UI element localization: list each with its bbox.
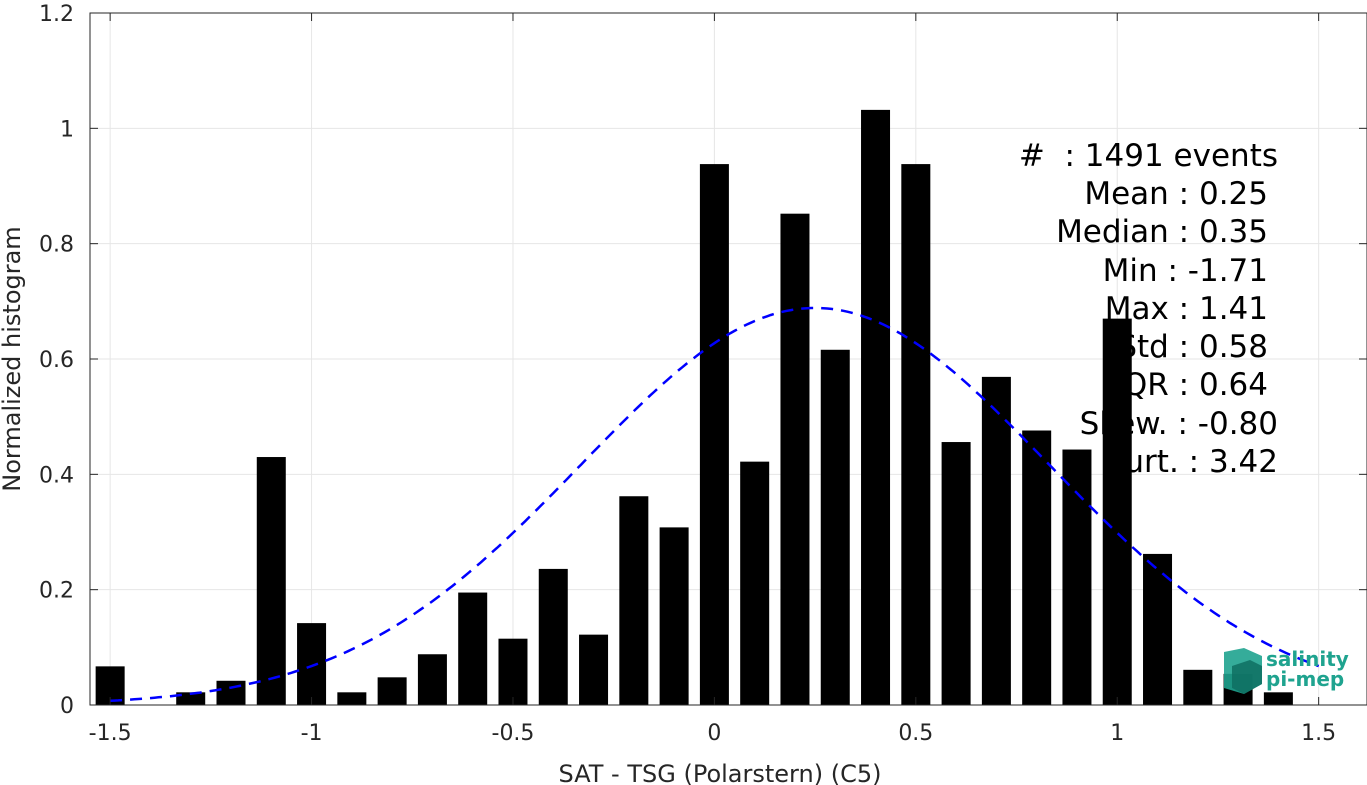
stats-count: # : 1491 events [1019, 138, 1278, 174]
histogram-bar [941, 442, 971, 705]
x-tick-label: -1 [301, 721, 323, 746]
histogram-bar [458, 592, 488, 705]
histogram-bar [861, 109, 891, 705]
histogram-bar [820, 349, 850, 705]
y-tick-label: 1.2 [39, 2, 74, 27]
stats-max: Max : 1.41 [1105, 291, 1268, 327]
x-tick-label: 1.5 [1301, 721, 1336, 746]
histogram-bar [216, 680, 246, 705]
axis-ticks: -1.5 -1 -0.5 0 0.5 1 1.5 0 0.2 0.4 0.6 0.8 1 1.2 [39, 2, 1367, 746]
histogram-bar [699, 164, 729, 705]
logo-line1: salinity [1266, 647, 1349, 671]
stats-std: Std : 0.58 [1117, 329, 1268, 365]
histogram-bar [1183, 669, 1213, 705]
normal-fit-curve [110, 306, 1320, 703]
histogram-bar [1062, 449, 1092, 705]
y-tick-label: 0.8 [39, 233, 74, 258]
y-axis-label: Normalized histogram [0, 226, 26, 491]
x-axis-label: SAT - TSG (Polarstern) (C5) [559, 760, 882, 785]
logo-mark-shade-icon [1232, 660, 1262, 694]
x-tick-label: 0 [707, 721, 721, 746]
logo-line2: pi-mep [1266, 667, 1344, 691]
histogram-bar [981, 376, 1011, 705]
salinity-pimep-logo: salinity pi-mep [1224, 647, 1349, 694]
x-tick-label: 1 [1110, 721, 1124, 746]
histogram-bar [901, 164, 931, 705]
y-tick-label: 0.2 [39, 579, 74, 604]
histogram-bar [619, 496, 649, 705]
histogram-bar [780, 213, 810, 705]
stats-median: Median : 0.35 [1056, 214, 1268, 250]
histogram-bar [297, 623, 327, 705]
stats-kurt: Kurt. : 3.42 [1106, 444, 1278, 480]
histogram-bar [176, 692, 206, 705]
histogram-bar [538, 568, 568, 705]
histogram-bar [498, 638, 528, 705]
x-tick-label: 0.5 [898, 721, 933, 746]
histogram-bar [1143, 553, 1173, 705]
histogram-bar [417, 654, 447, 705]
y-tick-label: 1 [60, 117, 74, 142]
histogram-bar [1263, 692, 1293, 705]
x-tick-label: -0.5 [492, 721, 535, 746]
histogram-bar [740, 461, 770, 705]
stats-skew: Skew. : -0.80 [1080, 406, 1278, 442]
y-tick-label: 0 [60, 694, 74, 719]
histogram-bar [579, 634, 609, 705]
stats-min: Min : -1.71 [1103, 253, 1268, 289]
histogram-bar [377, 677, 407, 705]
y-tick-label: 0.6 [39, 348, 74, 373]
histogram-bar [1022, 430, 1052, 705]
stats-mean: Mean : 0.25 [1084, 176, 1268, 212]
histogram-bar [256, 457, 286, 705]
y-tick-label: 0.4 [39, 463, 74, 488]
stats-iqr: IQR : 0.64 [1114, 367, 1268, 403]
histogram-bar [1102, 318, 1132, 705]
histogram-bars [95, 109, 1293, 705]
stats-annotation: # : 1491 events Mean : 0.25 Median : 0.3… [1019, 138, 1278, 480]
x-tick-label: -1.5 [89, 721, 132, 746]
histogram-bar [337, 692, 367, 705]
histogram-bar [659, 527, 689, 705]
